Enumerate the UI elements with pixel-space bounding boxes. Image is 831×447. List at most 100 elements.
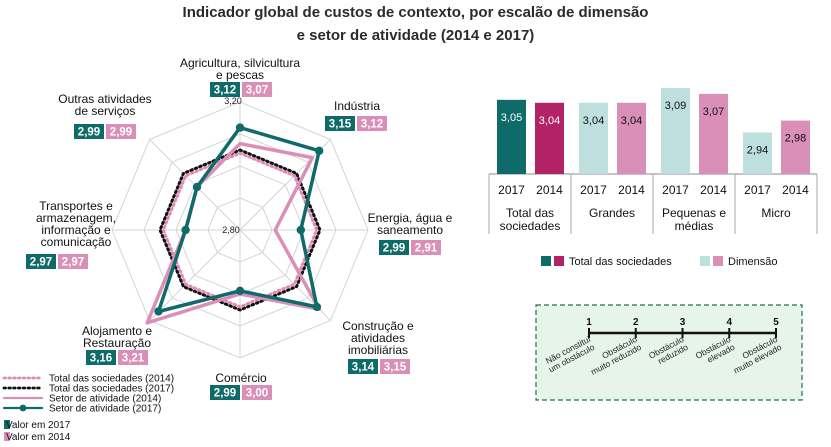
value-2017-box — [210, 82, 240, 97]
bar-2017 — [743, 132, 772, 174]
legend-label: Dimensão — [728, 256, 778, 268]
radar-axis-label: e pescas — [216, 68, 264, 82]
bar-value-label: 3,04 — [539, 115, 560, 127]
radar-marker — [154, 307, 163, 316]
value-2017-label: 3,16 — [90, 353, 112, 365]
scale-number: 4 — [726, 317, 732, 328]
value-2017-label: 2,97 — [30, 257, 52, 269]
radar-marker — [181, 225, 190, 235]
chart-title-line2: e setor de atividade (2014 e 2017) — [296, 27, 535, 44]
radar-axis-label: Energia, água e — [368, 211, 453, 225]
radar-axis-label: comunicação — [41, 235, 112, 249]
chart-title-line1: Indicador global de custos de contexto, … — [182, 4, 649, 21]
radar-spoke — [149, 229, 241, 321]
legend-label: Setor de atividade (2017) — [49, 404, 161, 415]
value-2014-box — [106, 124, 136, 139]
bar-value-label: 2,94 — [747, 144, 768, 156]
legend-swatch-dim-2014 — [713, 256, 723, 266]
radar-marker — [296, 225, 305, 235]
bar-group-label: Total das — [506, 206, 554, 220]
value-2017-box — [86, 350, 116, 365]
value-2017-box — [74, 124, 104, 139]
legend-label: Total das sociedades — [569, 256, 672, 268]
bar-value-label: 3,04 — [583, 115, 604, 127]
radar-spoke — [239, 139, 331, 231]
scale-box — [535, 304, 803, 401]
radar-axis-label: Restauração — [83, 336, 151, 350]
radar-scale-min: 2,80 — [222, 225, 240, 235]
legend-swatch-2017 — [4, 420, 10, 429]
legend-marker — [19, 404, 27, 412]
value-2017-label: 2,99 — [214, 388, 236, 400]
bar-year-label: 2017 — [662, 183, 689, 197]
bar-2014 — [617, 102, 646, 174]
bar-year-label: 2014 — [700, 183, 727, 197]
value-2014-label: 3,00 — [246, 388, 268, 400]
bar-year-label: 2017 — [498, 183, 525, 197]
bar-2014 — [535, 102, 564, 174]
legend-swatch-total-2014 — [554, 256, 564, 266]
radar-series-2 — [158, 148, 322, 312]
bar-value-label: 3,09 — [665, 100, 686, 112]
radar-marker — [312, 302, 322, 312]
radar-axis-label: informação e — [41, 223, 111, 237]
legend-label: Valor em 2014 — [6, 432, 71, 443]
bar-2014 — [781, 120, 810, 174]
value-2014-box — [242, 82, 272, 97]
legend-label: Total das sociedades (2014) — [49, 374, 174, 385]
radar-marker — [192, 182, 202, 192]
legend-label: Setor de atividade (2014) — [49, 394, 161, 405]
value-2017-box — [210, 385, 240, 400]
scale-number: 5 — [773, 317, 779, 328]
bar-2014 — [699, 93, 728, 174]
value-2017-label: 3,15 — [329, 119, 352, 131]
bar-group-label: médias — [675, 219, 714, 233]
radar-axis-label: atividades — [351, 331, 405, 345]
value-2014-label: 2,97 — [62, 257, 84, 269]
value-2017-label: 2,99 — [383, 243, 405, 255]
value-2017-label: 3,12 — [214, 85, 236, 97]
value-2014-label: 2,91 — [415, 243, 438, 255]
value-2014-box — [411, 240, 441, 255]
radar-scale-max: 3,20 — [224, 96, 242, 106]
bar-2017 — [661, 87, 690, 174]
legend-swatch-total-2017 — [541, 256, 551, 266]
bar-group-label: Pequenas e — [662, 206, 726, 220]
value-2014-label: 3,15 — [384, 362, 407, 374]
bar-year-label: 2017 — [744, 183, 771, 197]
value-2014-label: 2,99 — [110, 127, 132, 139]
radar-marker — [314, 146, 324, 156]
bar-year-label: 2017 — [580, 183, 607, 197]
bar-group-label: Grandes — [589, 206, 635, 220]
value-2014-box — [58, 254, 88, 269]
radar-marker — [235, 286, 245, 295]
value-2017-label: 3,14 — [352, 362, 375, 374]
value-2014-box — [118, 350, 148, 365]
value-2014-label: 3,07 — [246, 85, 268, 97]
bar-year-label: 2014 — [782, 183, 809, 197]
bar-group-label: sociedades — [500, 219, 561, 233]
legend-label: Valor em 2017 — [6, 420, 71, 431]
bar-value-label: 3,04 — [621, 115, 642, 127]
bar-value-label: 2,98 — [785, 133, 806, 145]
radar-axis-label: Outras atividades — [58, 92, 151, 106]
bar-group-label: Micro — [761, 206, 791, 220]
radar-series-1 — [161, 151, 319, 309]
scale-number: 2 — [633, 317, 639, 328]
value-2014-box — [357, 116, 387, 131]
radar-axis-label: Alojamento e — [82, 324, 152, 338]
radar-axis-label: Construção e — [342, 319, 414, 333]
value-2014-box — [242, 385, 272, 400]
radar-axis-label: Agricultura, silvicultura — [180, 56, 300, 70]
bar-year-label: 2014 — [536, 183, 563, 197]
legend-swatch-2014 — [4, 432, 10, 441]
radar-marker — [235, 123, 245, 132]
bar-2017 — [497, 99, 526, 174]
value-2017-box — [379, 240, 409, 255]
bar-year-label: 2014 — [618, 183, 645, 197]
bar-value-label: 3,07 — [703, 106, 724, 118]
value-2014-box — [380, 359, 410, 374]
bar-value-label: 3,05 — [501, 112, 522, 124]
